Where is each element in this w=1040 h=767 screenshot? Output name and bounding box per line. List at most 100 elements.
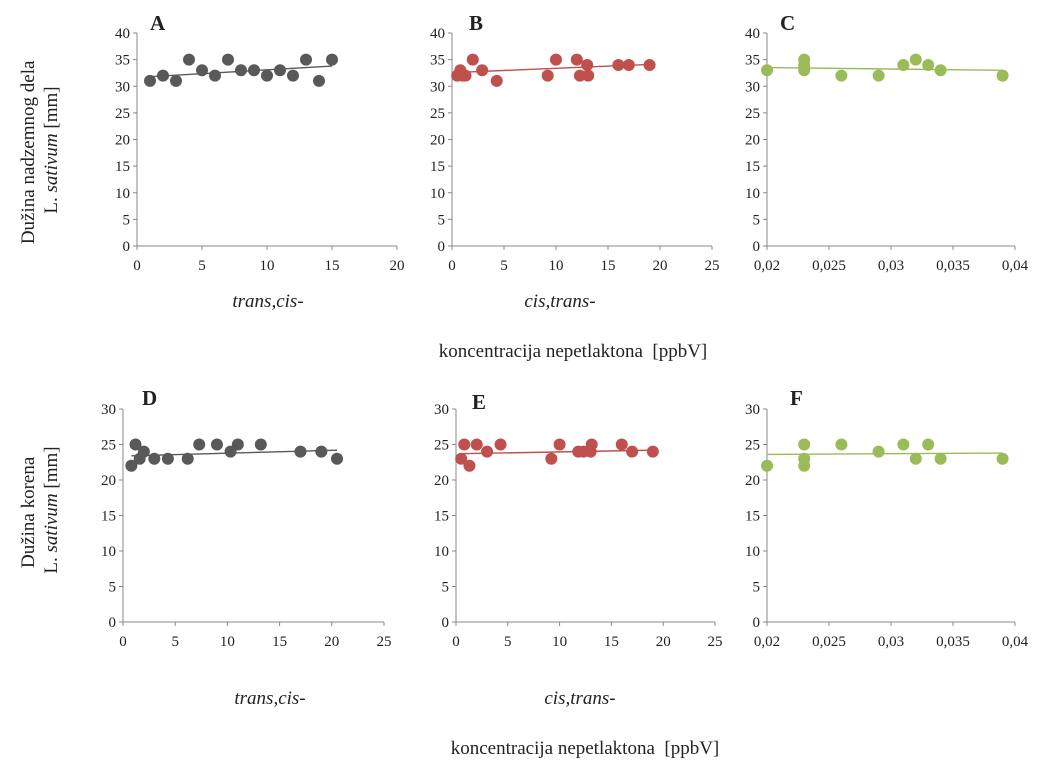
panel-f-y-tick-label: 25 (745, 438, 760, 454)
panel-c-x-tick-label: 0,02 (754, 258, 780, 274)
panel-a-data-point (274, 64, 286, 77)
x-subtitle-d: trans,cis- (234, 688, 305, 709)
panel-d-data-point (231, 438, 244, 451)
panel-d-data-point (137, 445, 150, 458)
panel-c-data-point (934, 64, 947, 77)
panel-f-data-point (872, 445, 885, 458)
y-axis-title-bottom-species: sativum (41, 493, 62, 552)
panel-a-letter: A (150, 11, 166, 35)
panel-c-data-point (798, 64, 811, 77)
panel-e-x-tick-label: 0 (452, 634, 460, 650)
panel-a-x-tick-label: 15 (325, 258, 340, 274)
panel-d-data-point (254, 438, 267, 451)
x-axis-title-top: koncentracija nepetlaktona [ppbV] (439, 341, 708, 362)
panel-c: 0 5 10 15 20 25 30 35 40 0,02 0,025 0,03 0,035 0,04 C (745, 11, 1029, 274)
panel-c-y-tick-label: 15 (745, 159, 760, 175)
panel-f-x-tick-label: 0,025 (812, 634, 846, 650)
panel-f-y-tick-label: 15 (745, 509, 760, 525)
panel-d-x-tick-label: 25 (377, 634, 392, 650)
panel-c-data-point (897, 58, 910, 71)
panel-e-x-tick-label: 25 (708, 634, 723, 650)
panel-b-y-tick-label: 25 (430, 106, 445, 122)
panel-d-y-tick-label: 30 (101, 402, 116, 418)
panel-d-y-tick-label: 0 (109, 615, 117, 631)
panel-d-data-point (294, 445, 307, 458)
panel-d-data-point (315, 445, 328, 458)
panel-d-x-tick-label: 15 (272, 634, 287, 650)
panel-a-y-tick-label: 5 (123, 212, 131, 228)
panel-c-y-tick-label: 25 (745, 106, 760, 122)
panel-a-data-point (235, 64, 247, 77)
panel-e-y-tick-label: 15 (434, 509, 449, 525)
panel-f-data-point (798, 459, 811, 472)
panel-c-data-point (909, 53, 922, 66)
panel-b-data-point (622, 58, 635, 71)
y-axis-title-bottom-unit: [mm] (41, 446, 62, 493)
panel-a-y-tick-label: 35 (115, 53, 130, 69)
panel-f-y-tick-label: 0 (753, 615, 761, 631)
panel-b-y-tick-label: 5 (438, 212, 446, 228)
panel-e-y-tick-label: 0 (442, 615, 450, 631)
panel-e-x-tick-label: 20 (656, 634, 671, 650)
panel-b: 0 5 10 15 20 25 30 35 40 0 5 10 15 20 25 B (430, 11, 720, 274)
panel-b-x-tick-label: 0 (448, 258, 456, 274)
panel-e-letter: E (472, 390, 486, 414)
panel-a-data-point (170, 74, 182, 87)
panel-b-data-point (459, 69, 472, 82)
panel-f-data-point (835, 438, 848, 451)
panel-a-data-point (287, 69, 299, 82)
panel-f: 0 5 10 15 20 25 30 0,02 0,025 0,03 0,035 0,04 F (745, 386, 1029, 650)
panel-e-y-tick-label: 25 (434, 438, 449, 454)
panel-d-y-tick-label: 5 (109, 580, 117, 596)
y-axis-title-top-unit: [mm] (41, 86, 62, 133)
panel-e-y-tick-label: 5 (442, 580, 450, 596)
panel-a-x-tick-label: 5 (198, 258, 206, 274)
panel-c-data-point (996, 69, 1009, 82)
panel-e-data-point (545, 452, 558, 465)
panel-d-data-point (161, 452, 174, 465)
panel-f-x-tick-label: 0,04 (1002, 634, 1029, 650)
panel-e-data-point (494, 438, 507, 451)
panel-f-letter: F (790, 386, 803, 410)
panel-a-data-point (209, 69, 221, 82)
panel-d-x-tick-label: 10 (220, 634, 235, 650)
panel-b-y-tick-label: 15 (430, 159, 445, 175)
panel-f-data-point (798, 438, 811, 451)
panel-a-data-point (183, 53, 195, 66)
panel-f-x-tick-label: 0,03 (878, 634, 904, 650)
panel-a-y-tick-label: 40 (115, 26, 130, 42)
panel-e-data-point (585, 438, 598, 451)
panel-a-x-tick-label: 10 (260, 258, 275, 274)
x-subtitle-e: cis,trans- (544, 688, 615, 709)
y-axis-title-top: Dužina nadzemnog dela L. sativum [mm] (18, 56, 62, 244)
panel-c-data-point (835, 69, 848, 82)
panel-b-y-tick-label: 20 (430, 133, 445, 149)
panel-c-data-point (872, 69, 885, 82)
panel-b-y-tick-label: 10 (430, 186, 445, 202)
panel-b-x-tick-label: 20 (653, 258, 668, 274)
panel-a-y-tick-label: 15 (115, 159, 130, 175)
panel-b-x-tick-label: 25 (705, 258, 720, 274)
panel-b-data-point (570, 53, 583, 66)
panel-d-x-tick-label: 0 (119, 634, 127, 650)
panel-c-letter: C (780, 11, 795, 35)
x-subtitle-b: cis,trans- (524, 291, 595, 312)
panel-b-data-point (466, 53, 479, 66)
panel-a-x-tick-label: 0 (133, 258, 141, 274)
panel-d-y-tick-label: 25 (101, 438, 116, 454)
panel-a-y-tick-label: 25 (115, 106, 130, 122)
panel-c-y-tick-label: 10 (745, 186, 760, 202)
panel-d-letter: D (142, 386, 157, 410)
panel-e-x-tick-label: 10 (552, 634, 567, 650)
y-axis-title-top-species-prefix: L. (41, 192, 62, 213)
panel-a-y-tick-label: 30 (115, 79, 130, 95)
panel-b-data-point (643, 58, 656, 71)
panel-d-data-point (210, 438, 223, 451)
panel-e-x-tick-label: 5 (504, 634, 512, 650)
panel-d-y-tick-label: 15 (101, 509, 116, 525)
panel-c-data-point (922, 58, 935, 71)
panel-a-data-point (248, 64, 260, 77)
panel-d-data-point (129, 438, 142, 451)
panel-a: 0 5 10 15 20 25 30 35 40 0 5 10 15 20 A (115, 11, 405, 274)
